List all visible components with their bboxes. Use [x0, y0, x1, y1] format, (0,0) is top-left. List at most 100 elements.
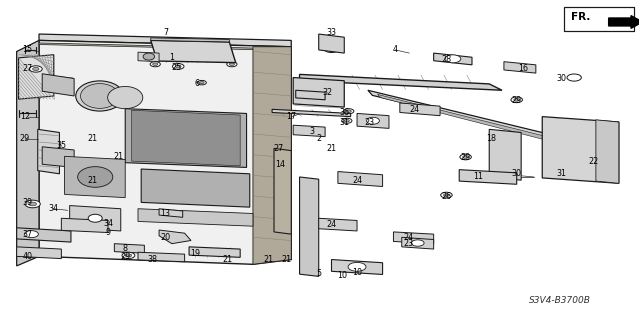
Ellipse shape — [88, 214, 102, 222]
Text: 35: 35 — [56, 141, 67, 150]
Polygon shape — [274, 148, 291, 234]
Polygon shape — [138, 252, 184, 262]
Text: 10: 10 — [352, 268, 362, 277]
Text: 38: 38 — [148, 255, 157, 264]
Text: 24: 24 — [326, 220, 337, 229]
Text: 15: 15 — [22, 45, 33, 55]
Ellipse shape — [23, 249, 40, 257]
Text: 28: 28 — [442, 55, 451, 64]
Ellipse shape — [25, 200, 40, 208]
Ellipse shape — [354, 265, 360, 269]
Polygon shape — [394, 232, 434, 244]
Text: 4: 4 — [393, 45, 398, 55]
Text: 34: 34 — [48, 204, 58, 213]
Polygon shape — [65, 156, 125, 197]
Text: 29: 29 — [511, 96, 522, 105]
Polygon shape — [151, 41, 236, 63]
Ellipse shape — [567, 74, 581, 81]
Polygon shape — [378, 94, 550, 141]
Text: 29: 29 — [120, 252, 131, 261]
Polygon shape — [253, 47, 291, 264]
Text: 11: 11 — [474, 173, 483, 182]
Text: 6: 6 — [195, 79, 200, 88]
Ellipse shape — [463, 156, 468, 159]
Polygon shape — [357, 114, 389, 128]
Text: 1: 1 — [170, 53, 174, 62]
Ellipse shape — [90, 215, 101, 221]
Text: 9: 9 — [106, 228, 111, 237]
Ellipse shape — [122, 252, 135, 259]
Ellipse shape — [444, 194, 449, 197]
Bar — [564, 7, 634, 31]
Ellipse shape — [511, 97, 522, 103]
Ellipse shape — [200, 82, 204, 84]
Text: 36: 36 — [339, 108, 349, 117]
Polygon shape — [132, 110, 240, 166]
Ellipse shape — [460, 154, 471, 160]
Text: 17: 17 — [286, 112, 296, 121]
Polygon shape — [332, 260, 383, 274]
Ellipse shape — [367, 117, 380, 124]
Text: S3V4-B3700B: S3V4-B3700B — [529, 296, 591, 305]
Ellipse shape — [445, 55, 461, 63]
Polygon shape — [125, 109, 246, 167]
Text: 21: 21 — [326, 144, 337, 153]
Polygon shape — [39, 41, 291, 264]
Text: 21: 21 — [87, 176, 97, 185]
Polygon shape — [159, 230, 191, 244]
Text: 21: 21 — [222, 255, 232, 264]
Text: 30: 30 — [512, 169, 522, 178]
Text: 27: 27 — [273, 144, 284, 153]
Text: 29: 29 — [460, 153, 471, 162]
Text: 32: 32 — [323, 88, 333, 97]
Polygon shape — [400, 103, 440, 116]
Text: 29: 29 — [20, 134, 30, 143]
Polygon shape — [19, 55, 54, 99]
Ellipse shape — [348, 263, 366, 271]
Text: 40: 40 — [22, 252, 33, 261]
Text: FR.: FR. — [571, 12, 590, 22]
Polygon shape — [319, 34, 344, 53]
Polygon shape — [434, 53, 472, 65]
Ellipse shape — [143, 53, 155, 60]
Polygon shape — [189, 247, 240, 257]
Ellipse shape — [153, 63, 158, 65]
Text: 24: 24 — [352, 176, 362, 185]
Ellipse shape — [173, 63, 184, 69]
Polygon shape — [115, 244, 145, 253]
Text: 20: 20 — [161, 233, 170, 242]
Text: 31: 31 — [556, 169, 566, 178]
Polygon shape — [17, 228, 71, 242]
Polygon shape — [17, 41, 39, 266]
Ellipse shape — [197, 80, 206, 85]
Text: 24: 24 — [410, 105, 420, 114]
Text: 23: 23 — [365, 117, 375, 127]
Ellipse shape — [346, 110, 351, 113]
Text: 10: 10 — [337, 271, 348, 280]
Ellipse shape — [33, 67, 39, 70]
Text: 5: 5 — [316, 269, 321, 278]
Polygon shape — [138, 52, 159, 62]
Ellipse shape — [342, 118, 352, 123]
Text: 25: 25 — [171, 63, 181, 72]
Ellipse shape — [324, 38, 339, 46]
Ellipse shape — [441, 192, 452, 198]
Polygon shape — [338, 172, 383, 187]
Ellipse shape — [412, 240, 424, 246]
Text: 18: 18 — [486, 134, 496, 143]
Text: 14: 14 — [275, 160, 285, 169]
Ellipse shape — [29, 202, 36, 206]
Text: 37: 37 — [22, 230, 33, 239]
Text: 31: 31 — [339, 117, 349, 127]
Text: 21: 21 — [87, 134, 97, 143]
Ellipse shape — [175, 65, 181, 68]
Ellipse shape — [150, 62, 161, 67]
Polygon shape — [61, 218, 108, 233]
Ellipse shape — [514, 98, 520, 101]
Text: 33: 33 — [326, 28, 337, 37]
Polygon shape — [159, 209, 182, 217]
Ellipse shape — [344, 109, 354, 114]
Text: 8: 8 — [123, 244, 128, 253]
Text: 16: 16 — [518, 64, 528, 73]
Ellipse shape — [29, 66, 42, 72]
